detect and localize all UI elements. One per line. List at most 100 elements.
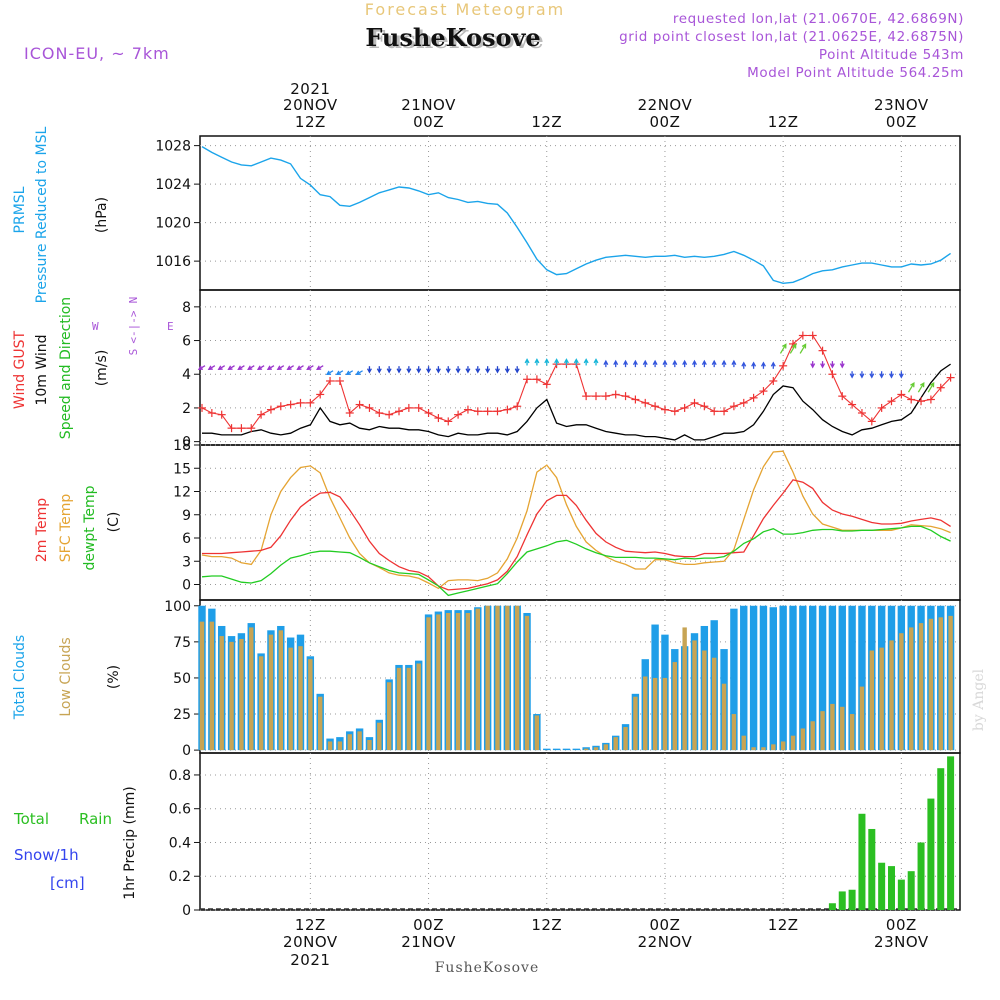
total-cloud-bar: [759, 605, 768, 751]
wind-direction-arrow: [445, 366, 451, 374]
low-cloud-bar: [810, 721, 815, 751]
arrow-head: [869, 373, 875, 379]
top-axis-label: 2021: [290, 80, 330, 98]
arrow-head: [504, 368, 510, 374]
gust-point: [395, 407, 403, 416]
low-cloud-bar: [948, 615, 953, 751]
total-cloud-bar: [848, 605, 856, 751]
gust-point: [335, 376, 344, 385]
y-tick-label: 25: [173, 707, 191, 723]
gust-point: [720, 407, 729, 416]
gust-point: [296, 398, 305, 407]
gust-point: [838, 392, 847, 401]
low-cloud-bar: [436, 614, 441, 751]
wind-direction-arrow: [672, 359, 678, 368]
low-cloud-bar: [367, 740, 372, 751]
rain-bar: [828, 903, 836, 910]
low-cloud-bar: [485, 605, 490, 751]
low-cloud-bar: [288, 647, 293, 751]
y-tick-label: 9: [182, 508, 191, 524]
low-cloud-bar: [534, 715, 540, 751]
wind-direction-arrow: [396, 366, 402, 374]
arrow-head: [849, 373, 855, 379]
y-tick-label: 50: [173, 671, 191, 687]
arrow-head: [237, 365, 243, 370]
low-cloud-bar: [465, 612, 471, 751]
rain-total-label: Total: [13, 810, 49, 828]
top-axis-label: 00Z: [650, 113, 681, 131]
arrow-head: [839, 363, 845, 369]
gust-point: [266, 405, 275, 414]
gust-point: [385, 410, 394, 419]
wind-direction-arrow: [573, 358, 579, 366]
wind-direction-arrow: [207, 365, 216, 370]
wind-direction-arrow: [711, 359, 717, 368]
y-tick-label: 0.6: [169, 802, 191, 818]
wind-direction-arrow: [386, 366, 392, 374]
wind-direction-arrow: [751, 361, 757, 369]
wind-dir-label: Speed and Direction: [58, 297, 74, 439]
y-tick-label: 0: [182, 578, 191, 594]
top-axis-label: 12Z: [531, 113, 562, 131]
gust-point: [473, 407, 482, 416]
low-cloud-bar: [830, 703, 835, 751]
gust-point: [247, 424, 256, 433]
y-tick-label: 1020: [155, 216, 191, 232]
total-cloud-label: Total Clouds: [12, 635, 28, 720]
total-cloud-bar: [543, 748, 551, 751]
low-cloud-bar: [278, 630, 283, 751]
gust-point: [818, 346, 827, 355]
wind-direction-arrow: [583, 358, 589, 366]
gust-point: [631, 395, 640, 404]
low-cloud-bar: [780, 741, 786, 751]
wind-direction-arrow: [642, 359, 648, 368]
wind-direction-arrow: [544, 358, 550, 366]
arrow-head: [593, 358, 599, 364]
series-10m-wind: [202, 363, 951, 441]
wind-direction-arrow: [662, 359, 668, 368]
arrow-shaft: [917, 382, 925, 393]
low-cloud-bar: [938, 617, 943, 751]
snow-label: Snow/1h: [14, 846, 79, 864]
rain-bar: [878, 862, 886, 910]
wind-direction-arrow: [335, 370, 344, 376]
arrow-head: [672, 359, 678, 365]
compass-rose: N <-|-> S W E: [92, 297, 174, 356]
gust-point: [542, 380, 551, 389]
gust-point: [493, 407, 502, 416]
y-tick-label: 0: [182, 743, 191, 759]
wind-direction-arrow: [345, 370, 354, 376]
wind-direction-arrow: [613, 359, 619, 368]
arrow-head: [623, 359, 629, 365]
wind-direction-arrow: [217, 365, 226, 370]
rain-bar: [868, 828, 876, 910]
arrow-head: [791, 343, 797, 349]
low-cloud-bar: [652, 677, 658, 751]
gust-point: [276, 402, 285, 411]
bottom-axis-label: 00Z: [650, 916, 681, 934]
series-prmsl: [201, 145, 951, 285]
arrow-head: [306, 365, 312, 370]
arrow-head: [701, 359, 707, 365]
low-cloud-bar: [416, 663, 421, 751]
wind-direction-arrow: [770, 361, 776, 369]
gust-point: [454, 410, 463, 419]
gust-point: [227, 424, 236, 433]
wind-direction-arrow: [416, 366, 422, 374]
y-tick-label: 75: [173, 635, 191, 651]
wind-direction-arrow: [682, 359, 688, 368]
gust-point: [483, 407, 492, 416]
requested-coords: requested lon,lat (21.0670E, 42.6869N): [673, 11, 964, 27]
arrow-head: [632, 359, 638, 365]
low-cloud-bar: [909, 627, 914, 751]
compass-w: W: [92, 320, 99, 333]
low-cloud-bar: [229, 641, 234, 751]
arrow-shaft: [927, 382, 935, 393]
arrow-head: [652, 359, 658, 365]
wind-unit: (m/s): [94, 350, 110, 387]
panel-frame: [199, 289, 961, 446]
gust-point: [503, 405, 512, 414]
low-cloud-bar: [475, 608, 480, 751]
gust-point: [365, 403, 374, 412]
temp-unit: (C): [106, 512, 122, 533]
